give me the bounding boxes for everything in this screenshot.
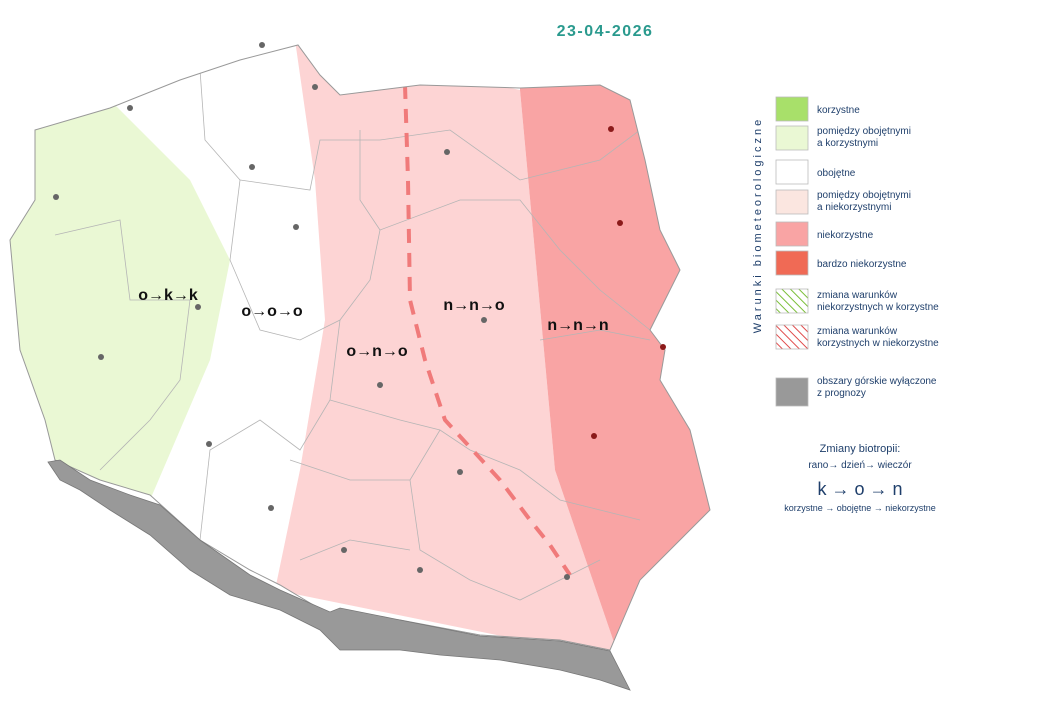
biotropy-title: Zmiany biotropii: bbox=[820, 443, 901, 455]
legend-label: zmiana warunków bbox=[817, 326, 898, 337]
legend-label: obojętne bbox=[817, 168, 856, 179]
legend-label: obszary górskie wyłączone bbox=[817, 376, 937, 387]
biotropy-example-legend: korzystne → obojętne → niekorzystne bbox=[784, 503, 936, 513]
legend-label: korzystne bbox=[817, 105, 860, 116]
legend-label: z prognozy bbox=[817, 388, 866, 399]
legend-label: zmiana warunków bbox=[817, 290, 898, 301]
legend-swatches bbox=[775, 96, 809, 407]
dashed-divide bbox=[403, 84, 572, 577]
zones bbox=[10, 45, 710, 650]
legend-label: niekorzystnych w korzystne bbox=[817, 302, 939, 313]
legend-label: a korzystnymi bbox=[817, 138, 878, 149]
borders bbox=[54, 69, 651, 601]
biotropy-example: k → o → n bbox=[817, 479, 902, 499]
legend-label: korzystnych w niekorzystne bbox=[817, 338, 939, 349]
mountains bbox=[47, 459, 631, 691]
region-label: o→k→k bbox=[138, 287, 198, 304]
region-label: o→o→o bbox=[241, 303, 303, 320]
zone-unfavorable-light bbox=[275, 45, 620, 650]
legend-title: Warunki biometeorologiczne bbox=[752, 117, 764, 333]
region-label: n→n→o bbox=[443, 297, 505, 314]
biotropy-times: rano→ dzień→ wieczór bbox=[808, 460, 912, 471]
legend-label: bardzo niekorzystne bbox=[817, 259, 907, 270]
legend-label: pomiędzy obojętnymi bbox=[817, 190, 911, 201]
cities bbox=[53, 42, 666, 580]
legend-label: pomiędzy obojętnymi bbox=[817, 126, 911, 137]
country-outline bbox=[9, 44, 711, 651]
region-label: o→n→o bbox=[346, 343, 408, 360]
region-label: n→n→n bbox=[547, 317, 608, 334]
legend-label: a niekorzystnymi bbox=[817, 202, 891, 213]
date: 23-04-2026 bbox=[557, 23, 654, 40]
legend-label: niekorzystne bbox=[817, 230, 874, 241]
